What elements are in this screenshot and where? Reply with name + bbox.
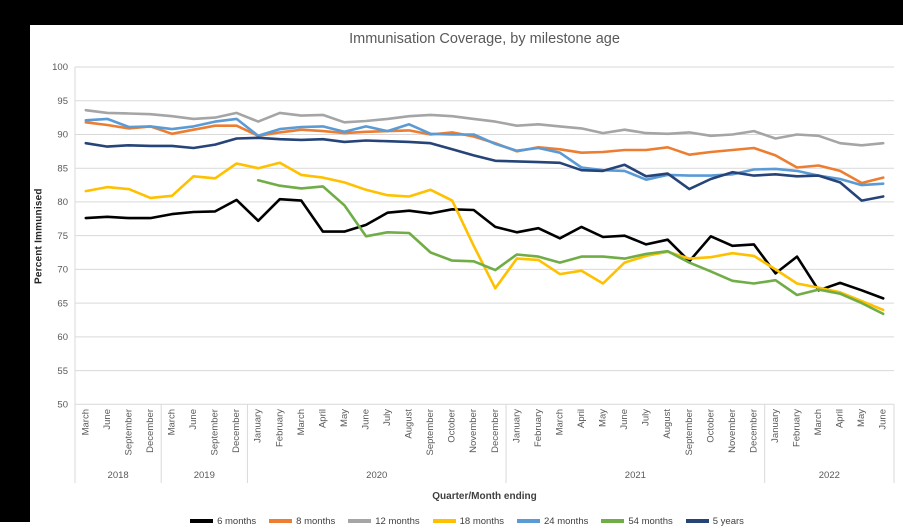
x-month-label: May [598, 409, 609, 427]
x-month-label: June [102, 409, 113, 430]
x-month-label: December [490, 409, 501, 453]
legend-item-6-months: 6 months [190, 516, 256, 527]
legend-item-12-months: 12 months [348, 515, 420, 527]
x-month-label: December [145, 409, 156, 453]
x-month-label: August [662, 409, 673, 439]
x-year-label: 2020 [366, 470, 387, 481]
legend-swatch-12-months [348, 519, 372, 523]
y-tick-label: 85 [57, 163, 68, 174]
series-line-18-months [84, 161, 885, 312]
legend-item-54-months: 54 months [601, 515, 673, 527]
x-axis-title: Quarter/Month ending [432, 491, 537, 502]
x-month-label: February [533, 409, 544, 447]
x-month-label: January [770, 409, 781, 443]
series-line-6-months [84, 197, 885, 300]
y-tick-label: 50 [57, 400, 68, 411]
legend-label-54-months: 54 months [628, 515, 673, 527]
y-tick-label: 65 [57, 298, 68, 309]
x-month-label: March [166, 409, 177, 435]
y-tick-label: 75 [57, 231, 68, 242]
x-month-label: April [317, 409, 328, 428]
y-tick-label: 60 [57, 332, 68, 343]
x-month-label: June [619, 409, 630, 430]
x-month-label: October [705, 409, 716, 443]
x-month-label: February [792, 409, 803, 447]
x-year-label: 2018 [108, 470, 129, 481]
series-line-12-months [84, 108, 885, 147]
x-month-label: September [425, 409, 436, 455]
legend-label-24-months: 24 months [544, 515, 589, 527]
legend-label-5-years: 5 years [712, 515, 744, 527]
legend-swatch-18-months [432, 519, 456, 523]
legend: 6 months 8 months 12 months 18 months 24 mon… [40, 513, 894, 529]
x-month-label: January [511, 409, 522, 443]
x-month-label: December [748, 409, 759, 453]
x-month-label: September [210, 409, 221, 455]
x-month-label: March [813, 409, 824, 435]
y-tick-label: 55 [57, 366, 68, 377]
legend-swatch-8-months [269, 519, 293, 523]
legend-item-24-months: 24 months [517, 516, 588, 527]
x-month-label: March [296, 409, 307, 435]
x-month-label: November [468, 409, 479, 453]
legend-item-18-months: 18 months [432, 515, 504, 527]
y-tick-label: 90 [57, 130, 68, 141]
x-month-label: April [576, 409, 587, 428]
x-year-label: 2019 [194, 470, 215, 481]
x-month-label: February [274, 409, 285, 447]
legend-label-12-months: 12 months [375, 515, 420, 527]
y-tick-label: 95 [57, 96, 68, 107]
x-month-label: December [231, 409, 242, 453]
x-month-label: July [641, 409, 652, 426]
x-month-label: August [404, 409, 415, 439]
x-month-label: March [80, 409, 91, 435]
x-month-label: November [727, 409, 738, 453]
legend-label-6-months: 6 months [217, 515, 257, 527]
y-tick-label: 70 [57, 265, 68, 276]
x-year-label: 2022 [819, 470, 840, 481]
legend-label-8-months: 8 months [296, 515, 336, 527]
x-month-label: September [684, 409, 695, 455]
x-month-label: October [447, 409, 458, 443]
series-line-5-years [84, 136, 885, 202]
legend-swatch-5-years [685, 519, 709, 523]
x-month-label: January [253, 409, 264, 443]
legend-swatch-54-months [601, 519, 625, 523]
x-month-label: April [835, 409, 846, 428]
x-month-label: March [554, 409, 565, 435]
legend-label-18-months: 18 months [459, 515, 504, 527]
left-black-bar [0, 25, 30, 522]
x-month-label: July [382, 409, 393, 426]
top-black-bar [0, 0, 903, 25]
x-month-label: May [856, 409, 867, 427]
x-month-label: June [878, 409, 889, 430]
legend-swatch-24-months [517, 519, 540, 523]
x-month-label: June [360, 409, 371, 430]
legend-swatch-6-months [190, 519, 214, 523]
x-month-label: June [188, 409, 199, 430]
legend-item-5-years: 5 years [685, 515, 744, 527]
legend-item-8-months: 8 months [269, 516, 335, 527]
series-line-54-months [256, 179, 885, 316]
x-year-label: 2021 [625, 470, 646, 481]
x-month-label: September [123, 409, 134, 455]
y-tick-label: 80 [57, 197, 68, 208]
y-tick-label: 100 [52, 62, 68, 73]
x-month-label: May [339, 409, 350, 427]
series-line-24-months [84, 117, 885, 187]
chart-title: Immunisation Coverage, by milestone age [349, 31, 620, 47]
